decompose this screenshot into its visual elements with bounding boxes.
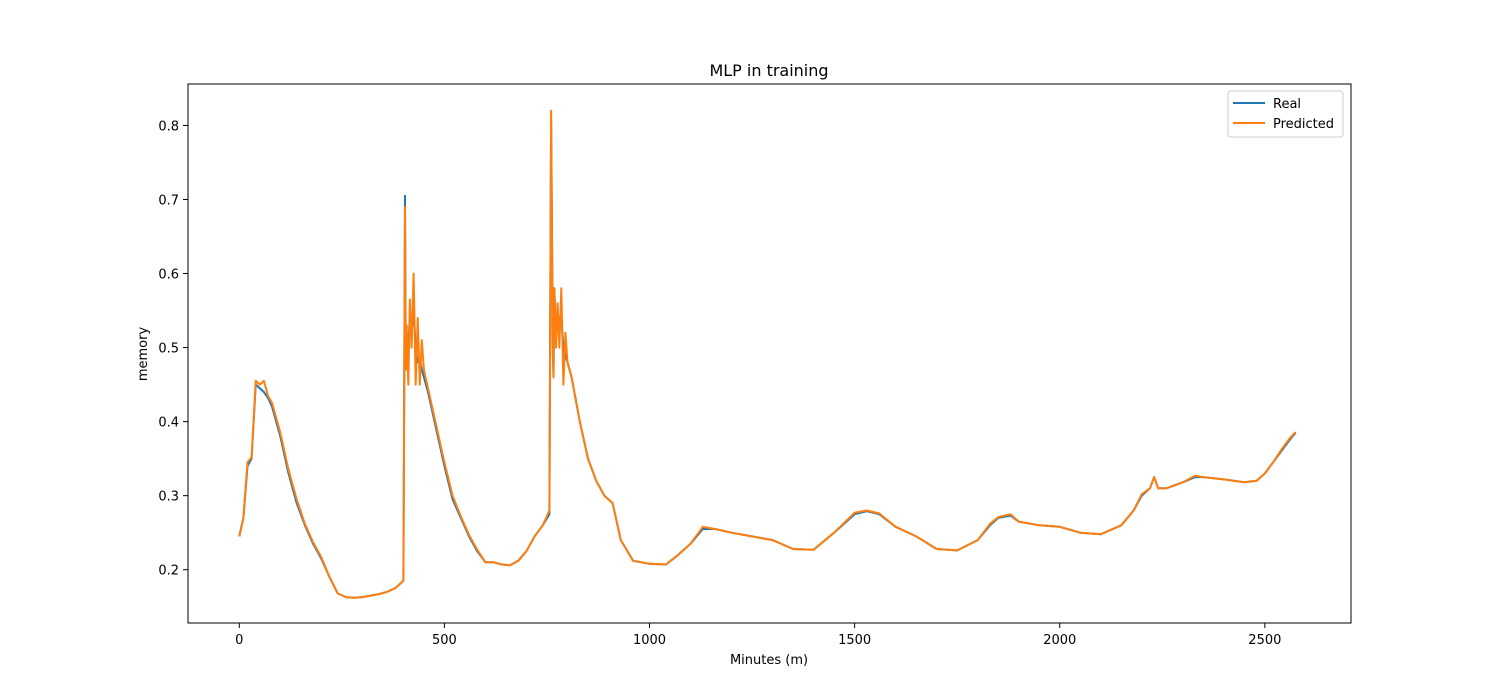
x-axis-label: Minutes (m): [730, 653, 808, 668]
y-axis-label: memory: [136, 327, 151, 382]
axes-layer: 0 500 1000 1500 2000 2500 0.2 0.3 0.4 0.5 0.6 0.7 0.…: [158, 119, 1281, 648]
x-tick-label: 2500: [1248, 633, 1281, 648]
y-tick-label: 0.2: [158, 564, 179, 579]
y-tick-label: 0.6: [158, 268, 179, 283]
x-tick-label: 2000: [1043, 633, 1076, 648]
y-tick-label: 0.4: [158, 416, 179, 431]
x-tick-label: 500: [432, 633, 457, 648]
y-tick-label: 0.8: [158, 119, 179, 134]
series-line-predicted: [238, 109, 1297, 599]
x-tick-label: 1500: [838, 633, 871, 648]
y-tick-label: 0.5: [158, 342, 179, 357]
y-tick-label: 0.7: [158, 194, 179, 209]
legend-label-predicted: Predicted: [1273, 117, 1334, 132]
chart-title: MLP in training: [709, 61, 828, 80]
x-tick-label: 1000: [633, 633, 666, 648]
plot-frame: [187, 83, 1352, 624]
legend: Real Predicted: [1227, 90, 1344, 138]
legend-label-real: Real: [1273, 97, 1301, 112]
y-tick-label: 0.3: [158, 490, 179, 505]
series-layer: [238, 109, 1297, 599]
x-tick-label: 0: [235, 633, 243, 648]
